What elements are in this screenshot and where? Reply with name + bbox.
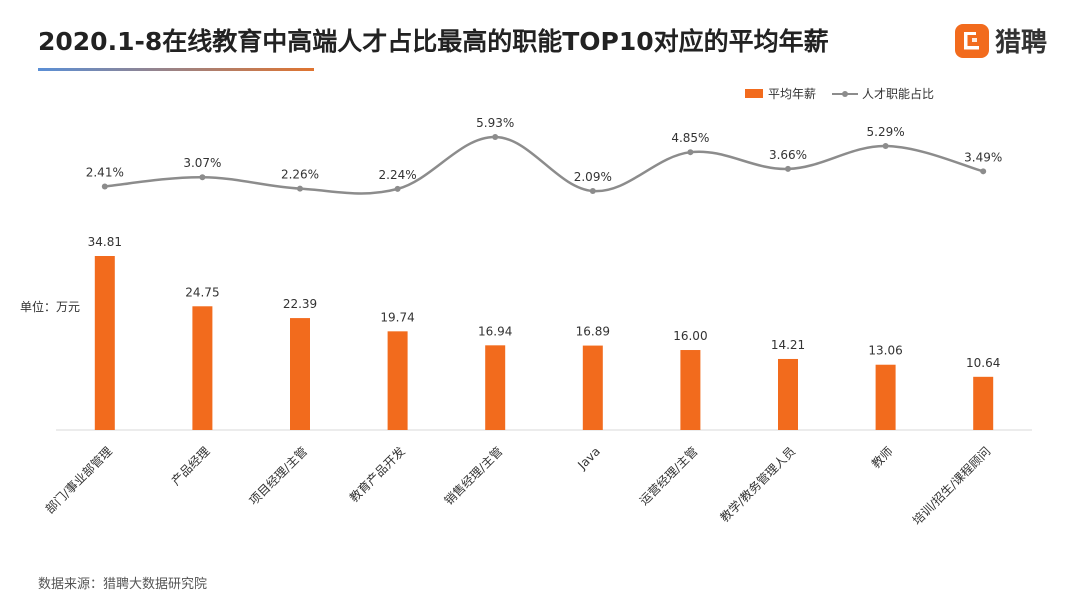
category-label: 部门/事业部管理 (42, 444, 115, 517)
bar-2 (192, 306, 213, 430)
line-point-2 (199, 174, 206, 181)
bar-value-label: 14.21 (771, 338, 805, 352)
legend-line-label: 人才职能占比 (862, 86, 934, 101)
line-point-5 (492, 134, 499, 140)
line-point-1 (101, 183, 108, 190)
chart-legend: 平均年薪 人才职能占比 (745, 86, 934, 101)
bar-5 (485, 345, 506, 430)
category-label: 教师 (868, 444, 896, 472)
bar-3 (290, 318, 310, 430)
line-value-label: 2.09% (574, 170, 612, 184)
line-value-label: 3.07% (183, 156, 221, 170)
bar-9 (875, 364, 896, 430)
bar-value-label: 16.00 (673, 329, 707, 343)
bar-value-label: 16.94 (478, 324, 512, 338)
line-point-3 (297, 185, 303, 192)
category-label: 培训/招生/课程顾问 (909, 444, 993, 528)
bar-value-label: 24.75 (185, 285, 219, 299)
chart-title: 2020.1-8在线教育中高端人才占比最高的职能TOP10对应的平均年薪 (38, 27, 829, 56)
category-label: 项目经理/主管 (246, 444, 310, 508)
bar-value-label: 22.39 (283, 297, 317, 311)
line-point-8 (785, 165, 791, 172)
bar-6 (582, 345, 603, 430)
liepin-logo-icon (955, 23, 989, 58)
bar-value-label: 13.06 (868, 344, 902, 358)
line-point-6 (589, 188, 596, 194)
legend-bar-swatch (745, 89, 763, 98)
line-value-label: 4.85% (671, 131, 709, 145)
data-source: 数据来源：猎聘大数据研究院 (38, 577, 208, 592)
line-point-9 (882, 143, 889, 149)
bar-7 (680, 350, 701, 430)
line-value-label: 2.26% (281, 168, 319, 182)
line-series-path (104, 135, 984, 195)
bar-value-label: 34.81 (88, 235, 122, 249)
legend-line-marker (842, 91, 848, 97)
line-value-label: 5.29% (867, 125, 905, 139)
line-value-label: 2.24% (379, 168, 417, 182)
line-value-label: 2.41% (86, 166, 124, 180)
line-point-10 (980, 168, 987, 175)
line-value-label: 3.66% (769, 148, 807, 162)
category-label: 销售经理/主管 (441, 444, 505, 508)
category-label: 教育产品开发 (346, 444, 408, 506)
category-label: Java (574, 444, 603, 473)
legend-bar-label: 平均年薪 (768, 87, 816, 101)
bar-value-label: 16.89 (576, 325, 610, 339)
line-value-label: 3.49% (964, 150, 1002, 164)
brand-name: 猎聘 (995, 28, 1048, 58)
unit-label: 单位：万元 (20, 299, 80, 314)
line-point-4 (394, 185, 401, 192)
category-label: 产品经理 (169, 444, 213, 488)
title-underline (38, 68, 314, 71)
bar-10 (973, 376, 994, 430)
bar-8 (778, 358, 798, 430)
line-value-label: 5.93% (476, 116, 514, 130)
bar-value-label: 10.64 (966, 356, 1000, 370)
bar-value-label: 19.74 (380, 310, 414, 324)
brand-logo: 猎聘 (955, 22, 1047, 59)
category-label: 教学/教务管理人员 (717, 444, 798, 525)
bar-4 (387, 331, 408, 430)
category-label: 运营经理/主管 (636, 444, 700, 508)
line-point-7 (687, 149, 694, 156)
bar-1 (94, 256, 115, 430)
